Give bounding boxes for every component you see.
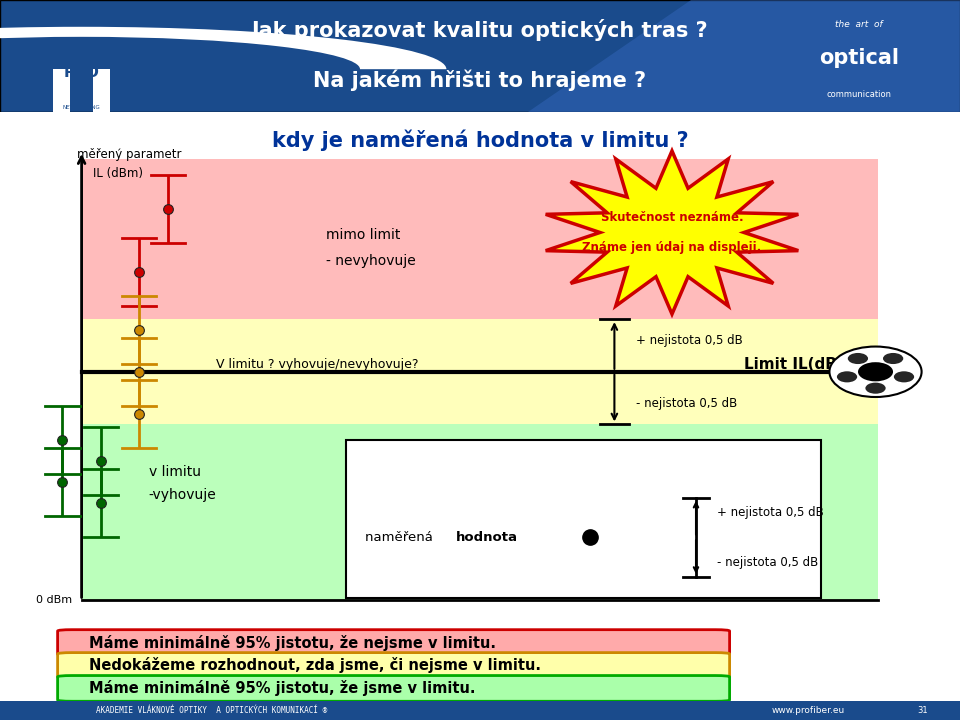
Bar bbox=[53, 69, 70, 112]
FancyBboxPatch shape bbox=[58, 675, 730, 701]
Text: Nedokážeme rozhodnout, zda jsme, či nejsme v limitu.: Nedokážeme rozhodnout, zda jsme, či nejs… bbox=[89, 657, 541, 673]
Text: PRO: PRO bbox=[63, 65, 100, 80]
Text: communication: communication bbox=[827, 90, 892, 99]
Polygon shape bbox=[545, 151, 799, 314]
Text: - nejistota 0,5 dB: - nejistota 0,5 dB bbox=[636, 397, 736, 410]
Text: Známe jen údaj na displeji.: Známe jen údaj na displeji. bbox=[583, 240, 761, 253]
Text: kdy je naměřená hodnota v limitu ?: kdy je naměřená hodnota v limitu ? bbox=[272, 130, 688, 151]
Text: Jak prokazovat kvalitu optických tras ?: Jak prokazovat kvalitu optických tras ? bbox=[252, 19, 708, 41]
Text: + nejistota 0,5 dB: + nejistota 0,5 dB bbox=[717, 506, 824, 519]
Circle shape bbox=[858, 362, 893, 382]
Text: mimo limit: mimo limit bbox=[326, 228, 400, 242]
Circle shape bbox=[883, 353, 903, 364]
Circle shape bbox=[894, 372, 914, 382]
Text: měřený parametr: měřený parametr bbox=[77, 148, 181, 161]
Text: 0 dBm: 0 dBm bbox=[36, 595, 72, 606]
Text: v limitu: v limitu bbox=[149, 464, 201, 479]
FancyBboxPatch shape bbox=[58, 652, 730, 678]
Circle shape bbox=[829, 346, 922, 397]
Polygon shape bbox=[528, 0, 960, 112]
Text: Skutečnost neznáme.: Skutečnost neznáme. bbox=[601, 211, 743, 224]
Circle shape bbox=[865, 382, 886, 394]
Text: the  art  of: the art of bbox=[835, 20, 883, 29]
FancyBboxPatch shape bbox=[0, 701, 960, 720]
Text: -vyhovuje: -vyhovuje bbox=[149, 488, 217, 503]
Text: - nejistota 0,5 dB: - nejistota 0,5 dB bbox=[717, 556, 818, 569]
FancyBboxPatch shape bbox=[82, 159, 878, 372]
Text: Máme minimálně 95% jistotu, že nejsme v limitu.: Máme minimálně 95% jistotu, že nejsme v … bbox=[89, 634, 496, 651]
Text: Limit IL(dB): Limit IL(dB) bbox=[744, 357, 844, 372]
Text: 31: 31 bbox=[917, 706, 927, 715]
Text: Na jakém hřišti to hrajeme ?: Na jakém hřišti to hrajeme ? bbox=[313, 70, 647, 91]
Circle shape bbox=[848, 353, 868, 364]
Bar bbox=[93, 69, 110, 112]
Text: NETWORKING: NETWORKING bbox=[62, 104, 101, 109]
Text: V limitu ? vyhovuje/nevyhovuje?: V limitu ? vyhovuje/nevyhovuje? bbox=[216, 359, 419, 372]
Text: www.profiber.eu: www.profiber.eu bbox=[772, 706, 845, 715]
FancyBboxPatch shape bbox=[346, 440, 821, 598]
FancyBboxPatch shape bbox=[82, 424, 878, 600]
Text: optical: optical bbox=[819, 48, 900, 68]
Text: hodnota: hodnota bbox=[456, 531, 518, 544]
FancyBboxPatch shape bbox=[0, 0, 960, 112]
Text: IL (dBm): IL (dBm) bbox=[93, 167, 143, 180]
Text: + nejistota 0,5 dB: + nejistota 0,5 dB bbox=[636, 334, 742, 347]
Circle shape bbox=[837, 372, 857, 382]
Text: Fiber°: Fiber° bbox=[70, 91, 93, 101]
Text: naměřená: naměřená bbox=[365, 531, 437, 544]
Wedge shape bbox=[0, 27, 446, 69]
FancyBboxPatch shape bbox=[58, 630, 730, 655]
Text: Máme minimálně 95% jistotu, že jsme v limitu.: Máme minimálně 95% jistotu, že jsme v li… bbox=[89, 680, 476, 696]
Text: AKADEMIE VLÁKNOVÉ OPTIKY  A OPTICKÝCH KOMUNIKACÍ ®: AKADEMIE VLÁKNOVÉ OPTIKY A OPTICKÝCH KOM… bbox=[96, 706, 327, 715]
Text: - nevyhovuje: - nevyhovuje bbox=[326, 254, 416, 269]
FancyBboxPatch shape bbox=[82, 319, 878, 424]
